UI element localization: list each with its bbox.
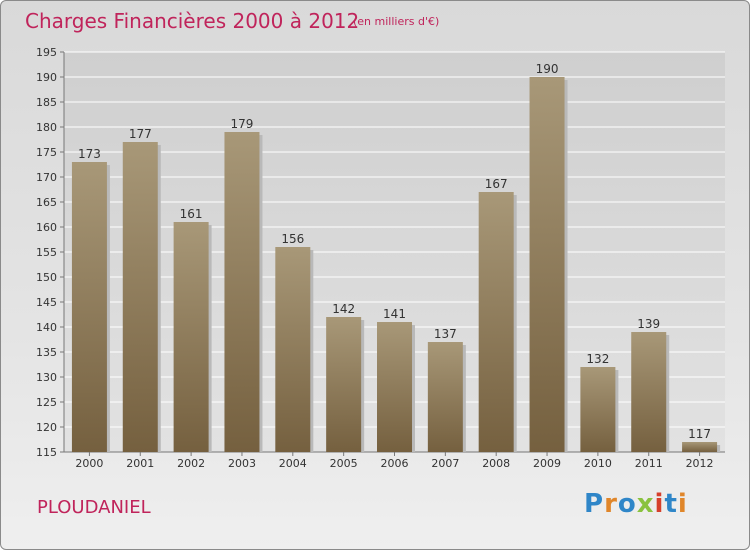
logo-letter: o [617, 489, 637, 519]
commune-name: PLOUDANIEL [37, 497, 151, 518]
bar-2010 [580, 367, 616, 452]
y-tick-label: 195 [36, 46, 57, 59]
x-tick-label: 2010 [584, 457, 612, 470]
x-tick-label: 2009 [533, 457, 561, 470]
y-tick-label: 120 [36, 421, 57, 434]
bar-2003 [224, 132, 260, 452]
bar-2004 [275, 247, 311, 452]
y-tick-label: 170 [36, 171, 57, 184]
value-label: 141 [383, 307, 406, 321]
y-tick-label: 185 [36, 96, 57, 109]
logo-letter: x [636, 489, 655, 519]
value-label: 161 [180, 207, 203, 221]
x-tick-label: 2000 [75, 457, 103, 470]
value-label: 156 [281, 232, 304, 246]
bar-2008 [478, 192, 514, 452]
bar-2007 [427, 342, 463, 452]
x-tick-label: 2008 [482, 457, 510, 470]
value-label: 179 [231, 117, 254, 131]
logo-letter: r [604, 489, 618, 519]
value-label: 117 [688, 427, 711, 441]
chart-subtitle: (en milliers d'€) [353, 15, 440, 28]
x-tick-label: 2002 [177, 457, 205, 470]
value-label: 132 [586, 352, 609, 366]
logo-letter: i [654, 489, 665, 519]
bar-2002 [173, 222, 209, 452]
x-tick-label: 2003 [228, 457, 256, 470]
y-tick-label: 160 [36, 221, 57, 234]
value-label: 173 [78, 147, 101, 161]
proxiti-logo: Proxiti [584, 489, 688, 519]
logo-letter: P [584, 489, 605, 519]
bar-2005 [326, 317, 362, 452]
chart-title: Charges Financières 2000 à 2012 [25, 9, 360, 33]
value-label: 167 [485, 177, 508, 191]
bar-2006 [377, 322, 412, 452]
y-tick-label: 155 [36, 246, 57, 259]
x-tick-label: 2005 [330, 457, 358, 470]
bar-2009 [529, 77, 565, 452]
x-tick-label: 2012 [686, 457, 714, 470]
bar-2001 [122, 142, 158, 452]
logo-letter: i [677, 489, 688, 519]
x-tick-label: 2011 [635, 457, 663, 470]
x-tick-label: 2001 [126, 457, 154, 470]
value-label: 137 [434, 327, 457, 341]
y-tick-label: 135 [36, 346, 57, 359]
y-tick-label: 180 [36, 121, 57, 134]
y-tick-label: 140 [36, 321, 57, 334]
y-tick-label: 125 [36, 396, 57, 409]
value-label: 142 [332, 302, 355, 316]
bar-2000 [71, 162, 107, 452]
y-tick-label: 175 [36, 146, 57, 159]
x-tick-label: 2007 [431, 457, 459, 470]
value-label: 139 [637, 317, 660, 331]
bar-2011 [631, 332, 667, 452]
value-label: 190 [536, 62, 559, 76]
y-tick-label: 115 [36, 446, 57, 459]
x-tick-label: 2006 [381, 457, 409, 470]
bar-2012 [682, 442, 718, 452]
y-tick-label: 130 [36, 371, 57, 384]
y-tick-label: 150 [36, 271, 57, 284]
y-tick-label: 145 [36, 296, 57, 309]
y-tick-label: 165 [36, 196, 57, 209]
value-label: 177 [129, 127, 152, 141]
logo-letter: t [664, 489, 678, 519]
x-tick-label: 2004 [279, 457, 307, 470]
y-tick-label: 190 [36, 71, 57, 84]
